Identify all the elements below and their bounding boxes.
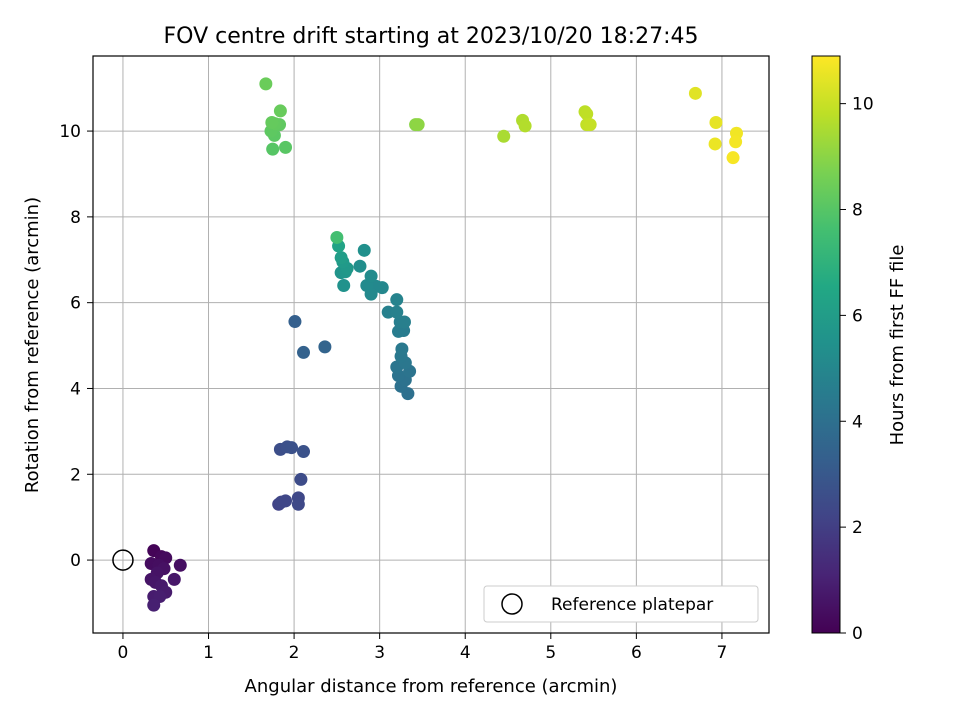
y-tick-label: 0 [70,551,81,571]
data-point [709,115,723,129]
data-point [708,137,722,151]
y-tick-label: 6 [70,294,81,314]
data-point [266,142,280,156]
legend-entry-reference: Reference platepar [551,595,713,615]
data-point [729,135,743,149]
colorbar-tick-label: 2 [852,518,863,538]
data-point [259,77,273,91]
legend-marker-icon [501,593,523,615]
data-point [390,305,404,319]
x-tick-label: 7 [717,643,728,663]
plot-frame [92,55,770,634]
chart-title: FOV centre drift starting at 2023/10/20 … [164,24,699,49]
x-tick-label: 0 [118,643,129,663]
y-axis-label: Rotation from reference (arcmin) [22,197,43,493]
y-tick-label: 4 [70,379,81,399]
data-point [318,340,332,354]
colorbar-label: Hours from first FF file [887,245,908,446]
y-axis-ticks: 0 2 4 6 8 10 [59,122,93,571]
data-point [285,441,299,455]
data-point [279,140,293,154]
y-tick-label: 8 [70,208,81,228]
x-tick-label: 6 [631,643,642,663]
data-point [583,118,597,132]
data-point [297,445,311,459]
data-point [518,119,532,133]
colorbar-tick-label: 0 [852,624,863,644]
colorbar-tick-label: 10 [852,95,874,115]
data-point [411,118,425,132]
data-point [337,279,351,293]
y-tick-label: 2 [70,465,81,485]
x-tick-label: 1 [203,643,214,663]
data-point [497,129,511,143]
x-tick-label: 3 [374,643,385,663]
data-point [353,259,367,273]
data-point [390,293,404,307]
data-point [357,243,371,257]
data-point [726,151,740,165]
x-axis-label: Angular distance from reference (arcmin) [245,676,618,697]
data-point [265,115,279,129]
data-point [364,269,378,283]
data-point [294,472,308,486]
data-point [279,494,293,508]
colorbar-tick-label: 6 [852,306,863,326]
data-point [173,558,187,572]
data-point [147,598,161,612]
legend: Reference platepar [483,585,759,623]
y-tick-label: 10 [59,122,81,142]
data-point [395,342,409,356]
colorbar-tick-label: 8 [852,201,863,221]
data-point [334,251,348,265]
reference-marker [112,549,134,571]
colorbar-tick-label: 4 [852,412,863,432]
x-axis-ticks: 0 1 2 3 4 5 6 7 [118,633,728,663]
grid-lines [93,56,769,633]
colorbar-ticks: 0 2 4 6 8 10 [840,95,874,644]
colorbar: 0 2 4 6 8 10 Hours from first FF file [811,55,908,644]
data-point [273,104,287,118]
scatter-points [144,77,743,612]
x-tick-label: 2 [289,643,300,663]
x-tick-label: 4 [460,643,471,663]
legend-box [483,585,759,623]
data-point [580,107,594,121]
colorbar-gradient [811,55,841,634]
data-point [330,230,344,244]
x-tick-label: 5 [545,643,556,663]
data-point [167,572,181,586]
data-point [397,315,411,329]
data-point [297,345,311,359]
data-point [291,497,305,511]
data-point [688,86,702,100]
data-point [288,315,302,329]
